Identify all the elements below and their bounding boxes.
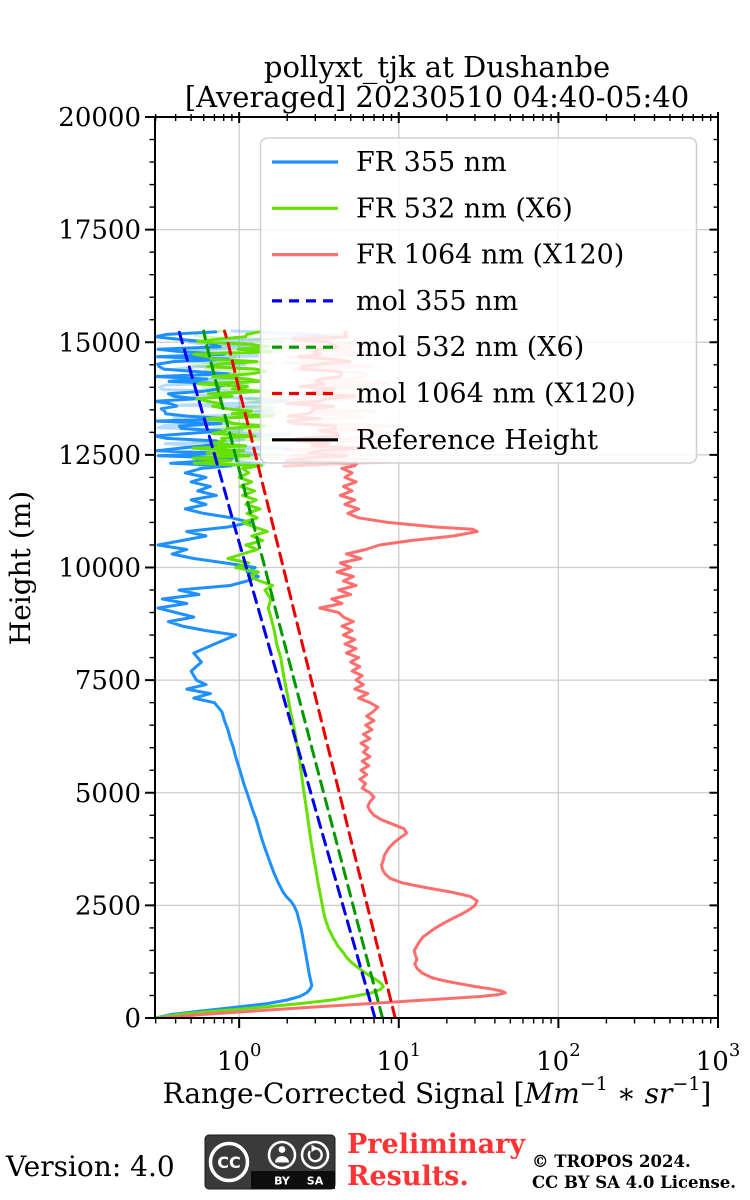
cc-by-person-icon xyxy=(267,1140,297,1170)
y-tick-label: 7500 xyxy=(75,666,141,696)
copyright-line2: CC BY SA 4.0 License. xyxy=(532,1173,737,1193)
legend-label-5: mol 1064 nm (X120) xyxy=(356,379,636,410)
series-mol-355-nm xyxy=(177,329,377,1018)
x-tick-label: 100 xyxy=(217,1040,262,1077)
preliminary-results-note: Preliminary Results. xyxy=(347,1129,525,1194)
badge-by-label: BY xyxy=(274,1175,291,1188)
legend-label-6: Reference Height xyxy=(356,425,598,456)
cc-sa-arrow-icon xyxy=(300,1140,330,1170)
chart-title: pollyxt_tjk at Dushanbe xyxy=(264,50,610,85)
x-tick-label: 102 xyxy=(536,1040,581,1077)
y-tick-label: 17500 xyxy=(58,216,141,246)
y-axis-label: Height (m) xyxy=(4,491,37,645)
x-tick-label: 103 xyxy=(696,1040,741,1077)
legend-label-3: mol 355 nm xyxy=(356,286,518,317)
x-axis-label: Range-Corrected Signal [Mm−1 ∗ sr−1] xyxy=(163,1073,712,1110)
series-fr-355-nm xyxy=(155,330,314,1018)
preliminary-line1: Preliminary xyxy=(347,1129,526,1160)
series-mol-1064-nm-x120- xyxy=(223,329,397,1018)
badge-bottom-band xyxy=(251,1171,335,1189)
cc-by-sa-badge: CC BY SA xyxy=(204,1134,336,1190)
y-tick-label: 2500 xyxy=(75,891,141,921)
series-mol-532-nm-x6- xyxy=(202,329,384,1018)
badge-sa-label: SA xyxy=(307,1175,324,1188)
copyright-line1: © TROPOS 2024. xyxy=(532,1152,691,1171)
rcs-profile-chart: 100 101 102 103 0 2500 5000 7500 10000 12500 15000… xyxy=(4,50,740,1110)
y-tick-label: 5000 xyxy=(75,779,141,809)
legend: FR 355 nm FR 532 nm (X6) FR 1064 nm (X120)… xyxy=(259,137,698,464)
y-tick-label: 10000 xyxy=(58,554,141,584)
cc-logo-icon: CC xyxy=(208,1141,250,1183)
version-label: Version: 4.0 xyxy=(6,1150,175,1183)
x-tick-label: 101 xyxy=(376,1040,421,1077)
y-tick-label: 12500 xyxy=(58,441,141,471)
y-tick-label: 15000 xyxy=(58,328,141,358)
y-tick-label: 0 xyxy=(124,1004,141,1034)
legend-label-2: FR 1064 nm (X120) xyxy=(356,240,624,271)
svg-text:CC: CC xyxy=(217,1153,240,1172)
copyright-note: © TROPOS 2024. CC BY SA 4.0 License. xyxy=(532,1151,736,1194)
legend-box xyxy=(259,137,698,464)
axes-and-ticks: 100 101 102 103 0 2500 5000 7500 10000 12500 15000… xyxy=(58,103,740,1077)
legend-label-4: mol 532 nm (X6) xyxy=(356,332,584,363)
y-tick-label: 20000 xyxy=(58,103,141,133)
series-fr-532-nm-x6- xyxy=(155,330,385,1018)
preliminary-line2: Results. xyxy=(347,1161,469,1193)
legend-label-0: FR 355 nm xyxy=(356,147,507,178)
legend-label-1: FR 532 nm (X6) xyxy=(356,193,573,224)
chart-subtitle: [Averaged] 20230510 04:40-05:40 xyxy=(185,80,689,114)
